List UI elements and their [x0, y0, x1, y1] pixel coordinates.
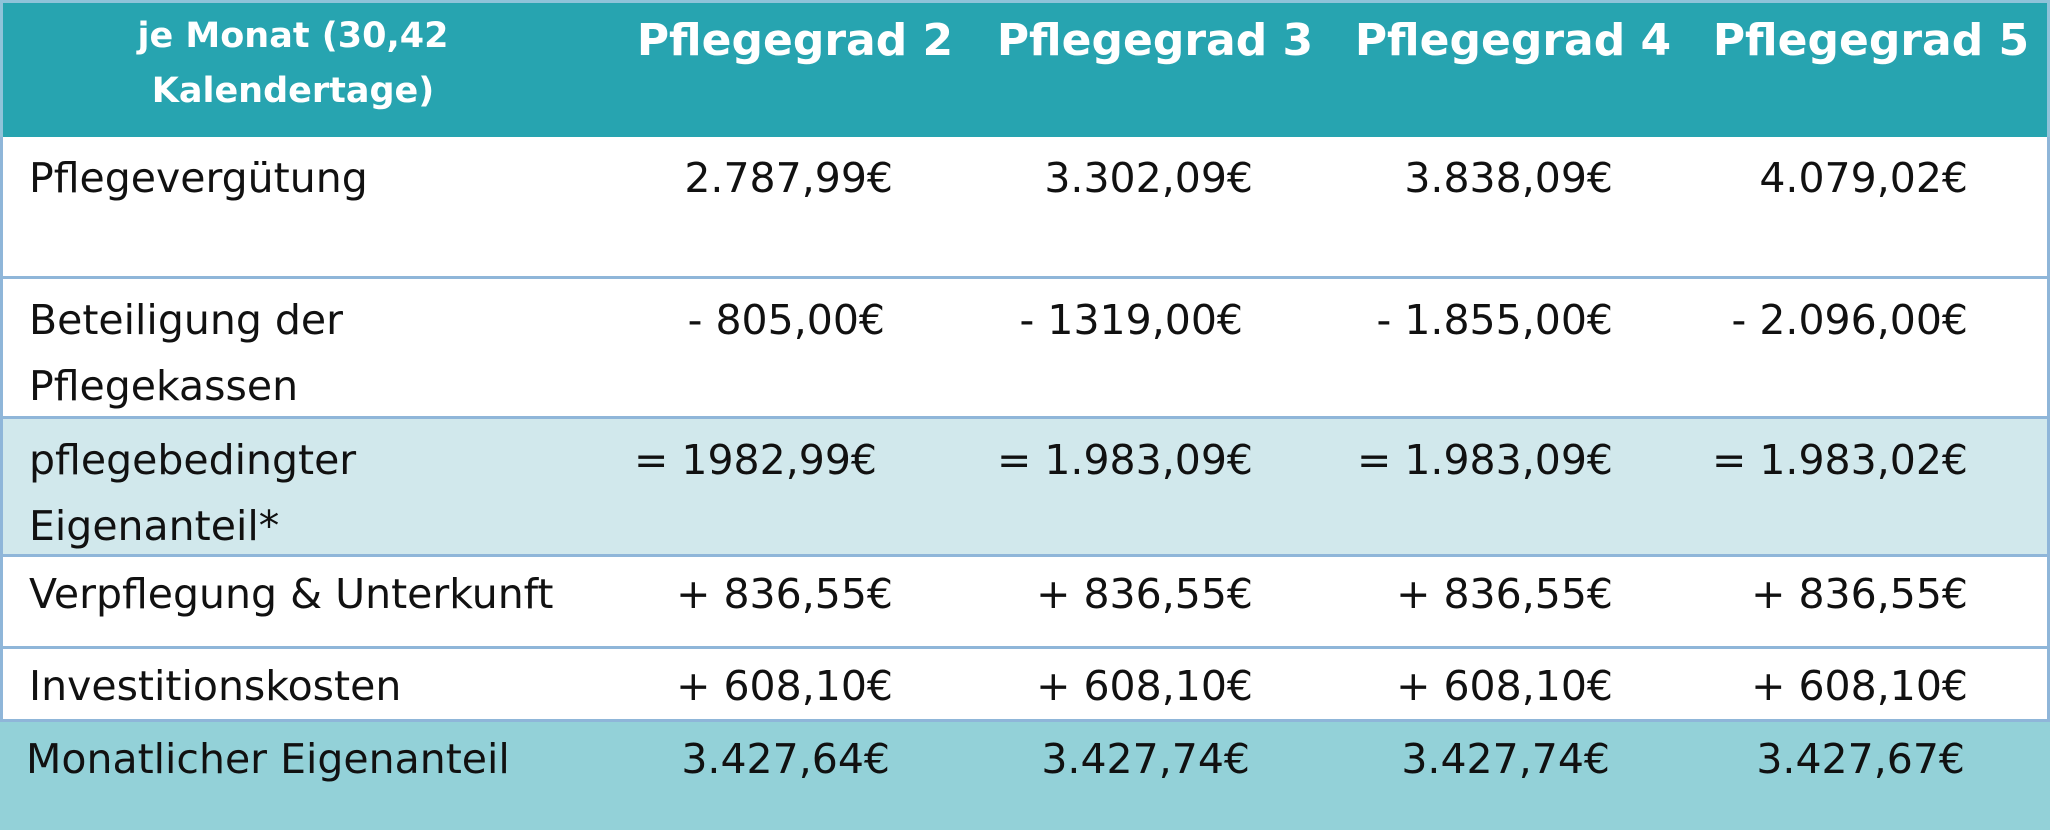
- cell-pflegegrad-4: = 1.983,09€: [1356, 436, 1613, 484]
- table-row-beteiligung-pflegekassen: Beteiligung der Pflegekassen - 805,00€ -…: [0, 279, 2050, 419]
- cell-pflegegrad-2: = 1982,99€: [633, 436, 877, 484]
- cell-pflegegrad-5: + 836,55€: [1751, 570, 1968, 618]
- header-pflegegrad-4: Pflegegrad 4: [1354, 15, 1672, 66]
- header-pflegegrad-3: Pflegegrad 3: [996, 15, 1314, 66]
- cell-pflegegrad-5: 3.427,67€: [1756, 735, 1965, 783]
- cell-pflegegrad-4: + 836,55€: [1396, 570, 1613, 618]
- row-label: pflegebedingter Eigenanteil*: [29, 436, 357, 550]
- cell-pflegegrad-4: - 1.855,00€: [1376, 296, 1614, 344]
- cell-pflegegrad-5: + 608,10€: [1751, 662, 1968, 710]
- cell-pflegegrad-2: - 805,00€: [687, 296, 885, 344]
- table-row-pflegebedingter-eigenanteil: pflegebedingter Eigenanteil* = 1982,99€ …: [0, 419, 2050, 557]
- cell-pflegegrad-4: 3.427,74€: [1401, 735, 1610, 783]
- cell-pflegegrad-3: - 1319,00€: [1019, 296, 1243, 344]
- header-pflegegrad-2: Pflegegrad 2: [636, 15, 954, 66]
- row-label: Investitionskosten: [29, 662, 402, 710]
- cell-pflegegrad-5: 4.079,02€: [1759, 154, 1968, 202]
- table-header-row: je Monat (30,42 Kalendertage) Pflegegrad…: [0, 0, 2050, 137]
- cell-pflegegrad-2: + 836,55€: [676, 570, 893, 618]
- header-period-label: je Monat (30,42 Kalendertage): [137, 16, 449, 111]
- cell-pflegegrad-4: 3.838,09€: [1404, 154, 1613, 202]
- row-label: Pflegevergütung: [29, 154, 368, 202]
- cell-pflegegrad-3: + 836,55€: [1036, 570, 1253, 618]
- cell-pflegegrad-3: + 608,10€: [1036, 662, 1253, 710]
- cell-pflegegrad-3: 3.427,74€: [1041, 735, 1250, 783]
- cell-pflegegrad-5: = 1.983,02€: [1711, 436, 1968, 484]
- table-row-investitionskosten: Investitionskosten + 608,10€ + 608,10€ +…: [0, 649, 2050, 722]
- cell-pflegegrad-3: 3.302,09€: [1044, 154, 1253, 202]
- cell-pflegegrad-2: 3.427,64€: [681, 735, 890, 783]
- cell-pflegegrad-2: 2.787,99€: [684, 154, 893, 202]
- header-pflegegrad-5: Pflegegrad 5: [1712, 15, 2030, 66]
- row-label: Beteiligung der Pflegekassen: [29, 296, 343, 410]
- table-row-pflegeverguetung: Pflegevergütung 2.787,99€ 3.302,09€ 3.83…: [0, 137, 2050, 279]
- cell-pflegegrad-5: - 2.096,00€: [1731, 296, 1969, 344]
- table-row-verpflegung-unterkunft: Verpflegung & Unterkunft + 836,55€ + 836…: [0, 557, 2050, 649]
- row-label: Verpflegung & Unterkunft: [29, 570, 554, 618]
- row-label: Monatlicher Eigenanteil: [26, 735, 510, 783]
- cell-pflegegrad-3: = 1.983,09€: [996, 436, 1253, 484]
- cell-pflegegrad-2: + 608,10€: [676, 662, 893, 710]
- cell-pflegegrad-4: + 608,10€: [1396, 662, 1613, 710]
- table-row-monatlicher-eigenanteil: Monatlicher Eigenanteil 3.427,64€ 3.427,…: [0, 722, 2050, 830]
